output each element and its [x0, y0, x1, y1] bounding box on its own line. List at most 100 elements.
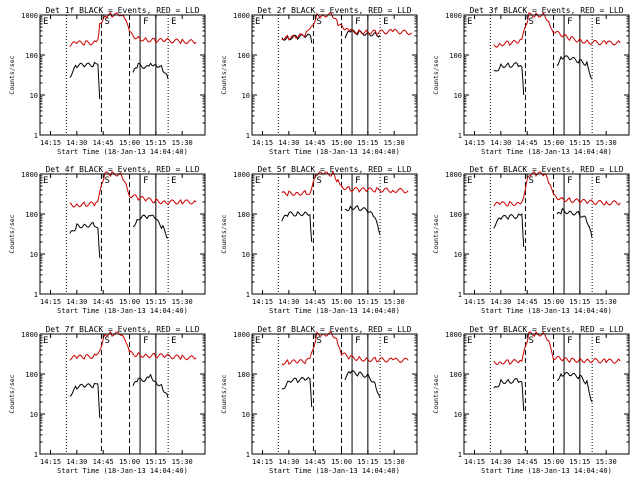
interval-marker-letter: E — [171, 17, 176, 27]
interval-marker-letter: S — [316, 336, 321, 346]
y-tick-label: 100 — [449, 52, 462, 60]
interval-marker-letter: S — [528, 176, 533, 186]
x-tick-label: 15:30 — [384, 458, 405, 466]
x-tick-label: 14:15 — [40, 139, 61, 147]
y-tick-label: 1000 — [233, 331, 250, 339]
x-tick-label: 14:15 — [252, 139, 273, 147]
x-tick-label: 14:45 — [93, 139, 114, 147]
x-tick-label: 15:00 — [543, 139, 564, 147]
y-axis-label: Counts/sec — [220, 374, 228, 413]
interval-marker-letter: E — [255, 176, 260, 186]
x-tick-label: 15:15 — [569, 458, 590, 466]
y-axis-label: Counts/sec — [8, 55, 16, 94]
plot-det-6: Det 6f BLACK = Events, RED = LLD 1 10 100 10… — [432, 165, 630, 315]
x-tick-label: 15:15 — [145, 458, 166, 466]
lld-series-line — [493, 171, 621, 207]
events-series-line — [281, 33, 313, 44]
y-tick-label: 1 — [246, 451, 250, 459]
x-tick-label: 14:30 — [278, 458, 299, 466]
interval-marker-letter: E — [43, 336, 48, 346]
x-tick-label: 15:15 — [357, 298, 378, 306]
x-axis-label: Start Time (18-Jan-13 14:04:40) — [481, 467, 612, 475]
plot-det-8: Det 8f BLACK = Events, RED = LLD 1 10 100 10… — [220, 325, 418, 475]
x-tick-label: 14:15 — [464, 458, 485, 466]
interval-marker-letter: E — [383, 176, 388, 186]
y-tick-label: 1 — [34, 451, 38, 459]
y-tick-label: 10 — [30, 92, 38, 100]
interval-marker-letter: S — [528, 17, 533, 27]
y-tick-label: 100 — [25, 371, 38, 379]
plot-title: Det 4f BLACK = Events, RED = LLD — [45, 165, 199, 174]
y-tick-label: 100 — [237, 211, 250, 219]
x-tick-label: 14:15 — [464, 298, 485, 306]
plot-title: Det 3f BLACK = Events, RED = LLD — [469, 6, 623, 15]
plot-title: Det 5f BLACK = Events, RED = LLD — [257, 165, 411, 174]
x-tick-label: 14:45 — [517, 458, 538, 466]
x-tick-label: 14:45 — [517, 298, 538, 306]
interval-marker-letter: E — [383, 17, 388, 27]
plot-det-3: Det 3f BLACK = Events, RED = LLD 1 10 100 10… — [432, 6, 630, 156]
interval-marker-letter: E — [595, 176, 600, 186]
x-tick-label: 15:00 — [119, 458, 140, 466]
y-tick-label: 1000 — [445, 12, 462, 20]
events-series-line — [493, 377, 525, 411]
events-series-line — [69, 221, 101, 258]
y-axis-label: Counts/sec — [432, 374, 440, 413]
interval-marker-letter: F — [567, 176, 572, 186]
lld-series-line — [281, 170, 409, 197]
x-tick-label: 14:45 — [305, 458, 326, 466]
y-tick-label: 10 — [242, 251, 250, 259]
y-tick-label: 100 — [449, 211, 462, 219]
y-tick-label: 1 — [458, 451, 462, 459]
y-tick-label: 10 — [30, 411, 38, 419]
plot-det-4: Det 4f BLACK = Events, RED = LLD 1 10 100 10… — [8, 165, 206, 315]
interval-marker-letter: F — [143, 17, 148, 27]
interval-marker-letter: E — [43, 176, 48, 186]
interval-marker-letter: E — [171, 176, 176, 186]
plot-frame — [251, 14, 418, 136]
x-tick-label: 14:45 — [517, 139, 538, 147]
y-tick-label: 1000 — [21, 12, 38, 20]
interval-marker-letter: F — [355, 176, 360, 186]
x-tick-label: 14:30 — [278, 298, 299, 306]
lld-series-line — [281, 12, 413, 41]
x-tick-label: 14:45 — [305, 139, 326, 147]
x-tick-label: 14:30 — [66, 298, 87, 306]
plot-title: Det 1f BLACK = Events, RED = LLD — [45, 6, 199, 15]
interval-marker-letter: F — [355, 336, 360, 346]
x-tick-label: 15:15 — [357, 139, 378, 147]
interval-marker-letter: E — [467, 176, 472, 186]
y-tick-label: 100 — [237, 371, 250, 379]
interval-marker-letter: E — [255, 17, 260, 27]
y-tick-label: 10 — [454, 411, 462, 419]
events-series-line — [344, 205, 381, 236]
x-tick-label: 15:00 — [331, 298, 352, 306]
y-tick-label: 1 — [458, 291, 462, 299]
y-tick-label: 100 — [449, 371, 462, 379]
interval-marker-letter: F — [355, 17, 360, 27]
y-tick-label: 1 — [246, 291, 250, 299]
x-tick-label: 14:30 — [490, 298, 511, 306]
interval-marker-letter: S — [528, 336, 533, 346]
x-tick-label: 14:15 — [40, 298, 61, 306]
y-axis-label: Counts/sec — [432, 214, 440, 253]
y-axis-label: Counts/sec — [8, 214, 16, 253]
y-tick-label: 1000 — [445, 171, 462, 179]
events-series-line — [493, 62, 525, 96]
y-tick-label: 1 — [34, 291, 38, 299]
x-tick-label: 15:30 — [596, 298, 617, 306]
events-series-line — [281, 210, 313, 243]
x-tick-label: 15:00 — [119, 139, 140, 147]
x-tick-label: 15:00 — [543, 298, 564, 306]
interval-marker-letter: F — [567, 336, 572, 346]
events-series-line — [132, 373, 169, 399]
interval-marker-letter: E — [255, 336, 260, 346]
events-series-line — [132, 62, 169, 80]
interval-marker-letter: E — [595, 336, 600, 346]
x-tick-label: 15:15 — [569, 298, 590, 306]
lld-series-line — [493, 331, 621, 366]
lld-series-line — [69, 11, 197, 48]
events-series-line — [493, 213, 525, 248]
events-series-line — [556, 207, 593, 239]
x-tick-label: 15:30 — [384, 139, 405, 147]
